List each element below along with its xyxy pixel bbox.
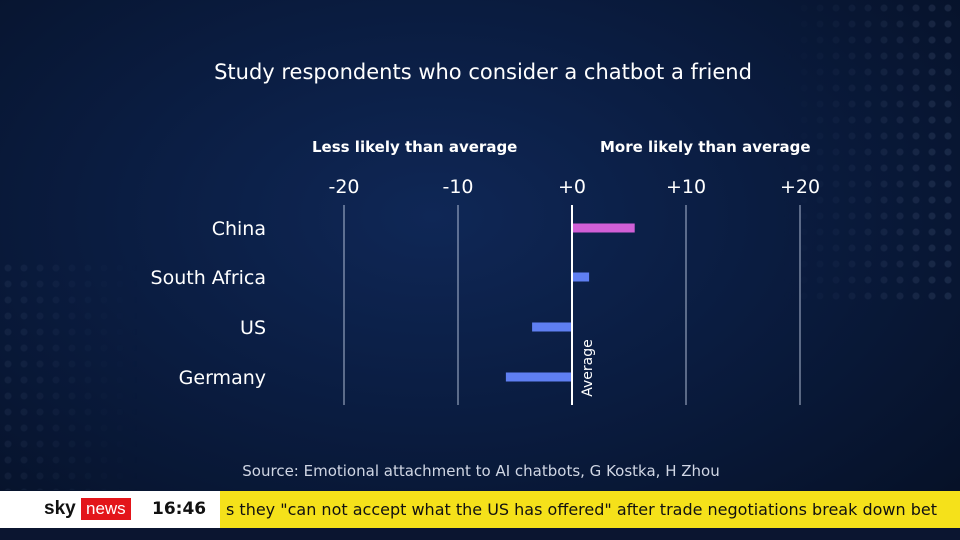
- ticker-clock: 16:46: [152, 499, 207, 519]
- x-tick-label: +0: [558, 176, 586, 198]
- category-label: China: [212, 218, 266, 240]
- bar: [572, 223, 635, 233]
- source-note: Source: Emotional attachment to AI chatb…: [242, 462, 720, 480]
- sky-logo: sky: [44, 498, 76, 519]
- bottom-strip: [0, 528, 960, 540]
- category-label: South Africa: [151, 267, 266, 289]
- bar: [532, 322, 572, 332]
- category-label: US: [240, 317, 266, 339]
- x-tick-label: -10: [442, 176, 473, 198]
- bar-chart: -20 -10 +0 +10 +20 China South Africa US Germany…: [151, 176, 820, 405]
- bar: [572, 272, 590, 282]
- news-logo: news: [81, 498, 131, 520]
- less-likely-label: Less likely than average: [312, 138, 518, 156]
- average-label: Average: [580, 339, 596, 397]
- ticker-headline-bar: s they "can not accept what the US has o…: [220, 491, 960, 528]
- chart-title: Study respondents who consider a chatbot…: [214, 60, 752, 84]
- x-tick-label: +20: [780, 176, 820, 198]
- x-tick-label: +10: [666, 176, 706, 198]
- bar: [505, 372, 572, 382]
- dot-pattern-decoration: [780, 0, 960, 300]
- category-label: Germany: [179, 367, 266, 389]
- more-likely-label: More likely than average: [600, 138, 811, 156]
- ticker-headline: s they "can not accept what the US has o…: [226, 500, 937, 519]
- dot-pattern-decoration-left: [0, 260, 140, 490]
- news-ticker: sky news 16:46 s they "can not accept wh…: [0, 491, 960, 528]
- x-tick-label: -20: [328, 176, 359, 198]
